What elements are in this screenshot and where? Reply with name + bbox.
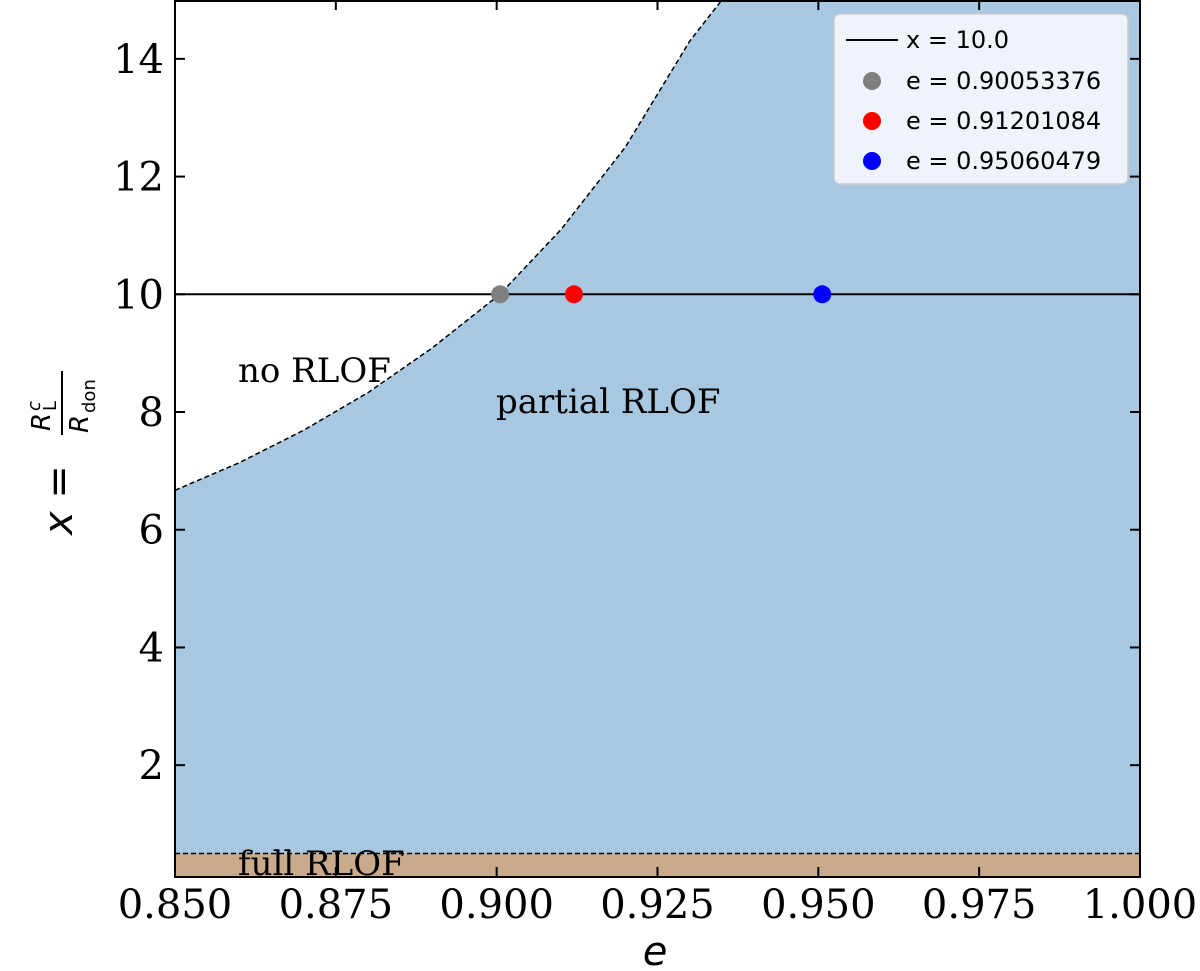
y-axis-label-denominator: R xyxy=(65,415,95,433)
legend-entry-label: x = 10.0 xyxy=(906,26,1009,54)
region-full-rlof xyxy=(175,853,1140,877)
x-tick-label: 0.950 xyxy=(761,882,876,928)
region-label-partial-rlof: partial RLOF xyxy=(496,382,720,422)
ticks-layer xyxy=(174,0,1141,877)
legend-marker-swatch xyxy=(863,152,881,170)
y-axis-label: x = R c L R don xyxy=(24,371,100,537)
legend-entry-label: e = 0.95060479 xyxy=(906,147,1101,175)
y-tick-labels: 2 4 6 8 10 12 14 xyxy=(113,37,164,789)
data-point-1 xyxy=(491,285,510,304)
y-tick-label: 10 xyxy=(113,272,164,318)
data-point-3 xyxy=(813,285,832,304)
x-tick-label: 0.900 xyxy=(439,882,554,928)
legend-marker-swatch xyxy=(863,112,881,130)
data-point-2 xyxy=(564,285,583,304)
boundary-curve-no-partial xyxy=(174,0,723,491)
x-tick-label: 1.000 xyxy=(1083,882,1198,928)
y-axis-label-numerator: R xyxy=(27,413,57,431)
legend-box xyxy=(833,13,1129,185)
y-tick-label: 14 xyxy=(113,37,164,83)
legend-entry-label: e = 0.91201084 xyxy=(906,107,1101,135)
y-tick-label: 12 xyxy=(113,155,164,201)
x-tick-label: 0.925 xyxy=(600,882,715,928)
x-axis-label: e xyxy=(643,929,668,971)
y-axis-label-num-r: R xyxy=(27,413,57,431)
legend-entry-label: e = 0.90053376 xyxy=(906,67,1101,95)
legend-marker-swatch xyxy=(863,72,881,90)
boundary-layer xyxy=(174,0,1140,855)
y-tick-label: 8 xyxy=(139,390,164,436)
y-axis-label-num-sup: c xyxy=(24,401,45,411)
region-partial-rlof xyxy=(175,0,1140,854)
y-tick-label: 2 xyxy=(139,743,164,789)
y-axis-label-main: x = xyxy=(36,465,82,537)
x-tick-label: 0.975 xyxy=(922,882,1037,928)
y-tick-label: 4 xyxy=(139,625,164,671)
y-axis-label-den-sub: don xyxy=(79,379,100,413)
x-tick-label: 0.875 xyxy=(279,882,394,928)
region-label-no-rlof: no RLOF xyxy=(238,351,391,391)
legend: x = 10.0 e = 0.90053376 e = 0.91201084 e = … xyxy=(833,13,1129,185)
y-axis-label-num-sub: L xyxy=(40,401,61,411)
x-tick-labels: 0.850 0.875 0.900 0.925 0.950 0.975 1.000 xyxy=(118,882,1198,928)
y-tick-label: 6 xyxy=(139,508,164,554)
points-layer xyxy=(491,285,832,304)
x-tick-label: 0.850 xyxy=(118,882,233,928)
